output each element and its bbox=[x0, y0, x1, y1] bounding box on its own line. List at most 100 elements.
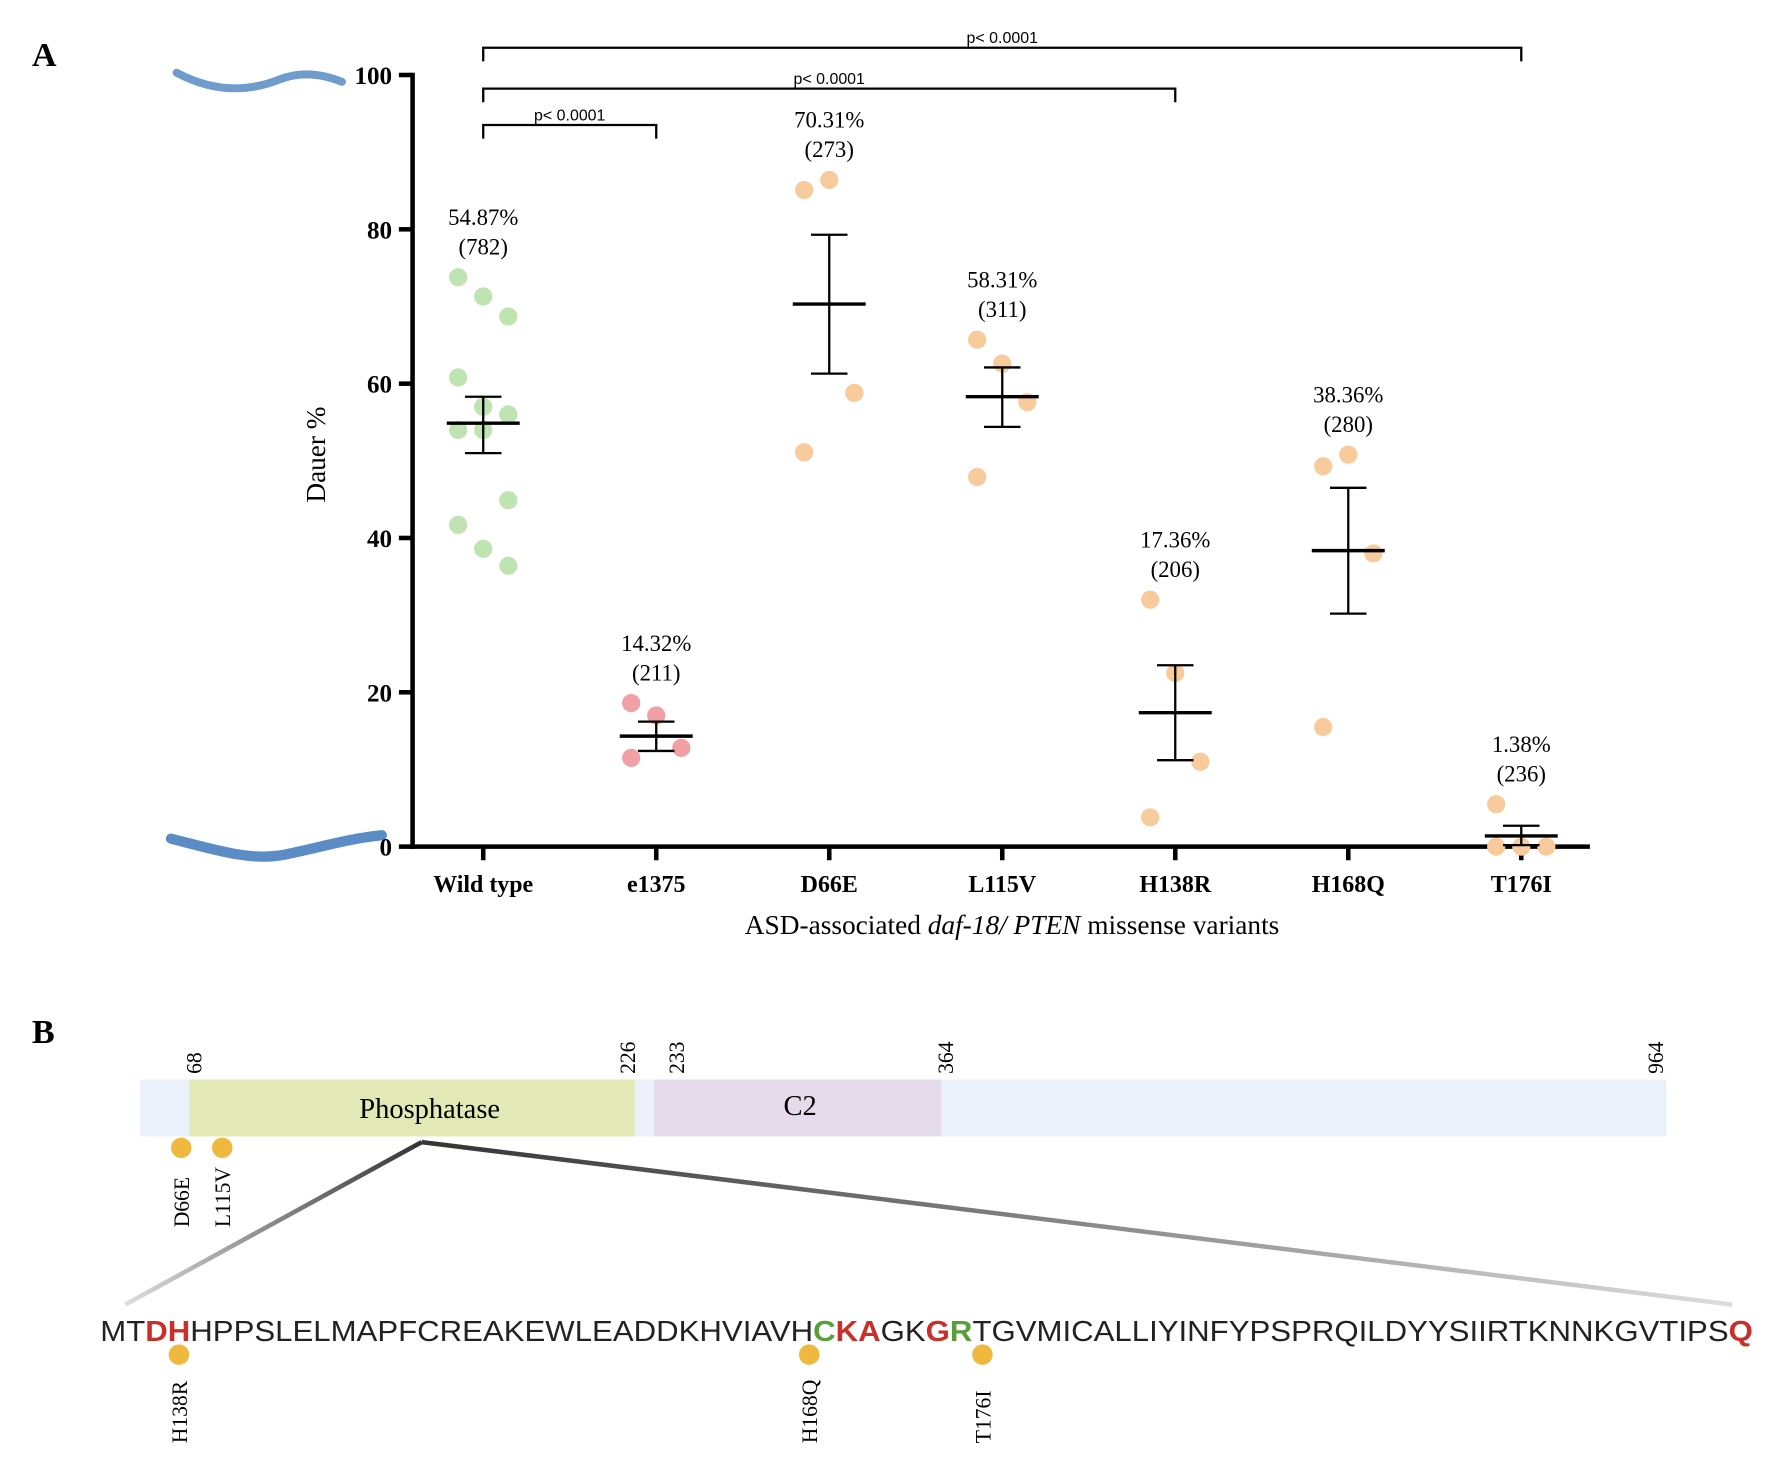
x-axis-label: ASD-associated daf-18/ PTEN missense var… bbox=[745, 910, 1280, 940]
data-point bbox=[820, 170, 839, 190]
data-point bbox=[474, 287, 493, 306]
variant-dot bbox=[798, 1344, 820, 1365]
x-tick-label: H168Q bbox=[1312, 872, 1385, 898]
residue-label: 964 bbox=[1644, 1041, 1668, 1074]
mean-label: 70.31% bbox=[794, 108, 864, 133]
p-value-label: p< 0.0001 bbox=[794, 71, 866, 88]
data-point bbox=[1487, 795, 1506, 814]
y-tick-label: 40 bbox=[367, 526, 392, 553]
x-label-part: daf-18/ PTEN bbox=[928, 910, 1082, 940]
data-point bbox=[845, 383, 864, 402]
domain-label: C2 bbox=[783, 1091, 816, 1122]
data-point bbox=[1339, 445, 1358, 464]
data-point bbox=[968, 467, 987, 487]
residue-label: 233 bbox=[665, 1042, 689, 1074]
count-label: (280) bbox=[1324, 412, 1373, 437]
x-label-part: missense variants bbox=[1080, 910, 1279, 940]
x-tick-label: Wild type bbox=[433, 872, 533, 898]
y-tick-label: 0 bbox=[380, 835, 393, 862]
sequence-segment: HPPSLELMAPFCREAKEWLEADDKHVIAVH bbox=[190, 1316, 813, 1348]
variant-label: D66E bbox=[170, 1177, 194, 1227]
sequence-segment: Q bbox=[1729, 1316, 1753, 1348]
domain-c2 bbox=[654, 1079, 942, 1137]
significance-bracket bbox=[482, 87, 1177, 103]
y-tick-label: 60 bbox=[367, 372, 392, 399]
y-tick-label: 100 bbox=[354, 63, 392, 90]
residue-label: 226 bbox=[616, 1041, 640, 1074]
residue-label: 68 bbox=[183, 1052, 207, 1074]
count-label: (206) bbox=[1151, 557, 1200, 582]
variant-label: H138R bbox=[168, 1380, 192, 1443]
mean-label: 54.87% bbox=[448, 205, 518, 230]
mean-label: 17.36% bbox=[1140, 527, 1210, 552]
variant-label: H168Q bbox=[798, 1379, 822, 1443]
worm-icon bbox=[165, 68, 387, 862]
count-label: (236) bbox=[1497, 761, 1546, 786]
variant-dot bbox=[168, 1344, 190, 1365]
x-tick-label: D66E bbox=[801, 872, 858, 898]
sequence-segment: KA bbox=[836, 1316, 881, 1348]
sequence-segment: TGVMICALLIYINFYPSPRQILDYYSIIRTKNNKGVTIPS bbox=[972, 1316, 1728, 1348]
data-point bbox=[1314, 457, 1333, 476]
significance-bracket bbox=[482, 123, 658, 139]
sequence: MT DH HPPSLELMAPFCREAKEWLEADDKHVIAVH CKA GK G… bbox=[100, 1316, 1753, 1348]
count-label: (311) bbox=[978, 297, 1027, 322]
count-label: (211) bbox=[632, 660, 681, 685]
data-point bbox=[499, 491, 518, 510]
y-tick-label: 80 bbox=[367, 217, 392, 244]
data-point bbox=[449, 515, 468, 534]
data-point bbox=[1537, 837, 1556, 856]
data-point bbox=[622, 694, 641, 713]
sequence-segment: G bbox=[926, 1316, 950, 1348]
p-value-label: p< 0.0001 bbox=[534, 107, 606, 124]
x-tick-label: T176I bbox=[1491, 872, 1552, 898]
sequence-segment: C bbox=[813, 1316, 836, 1348]
sequence-segment: GK bbox=[881, 1316, 926, 1348]
mean-label: 14.32% bbox=[621, 631, 691, 656]
data-point bbox=[499, 405, 518, 424]
data-point bbox=[1141, 590, 1160, 609]
data-point bbox=[474, 539, 493, 558]
zoom-line bbox=[124, 1140, 423, 1307]
p-value-label: p< 0.0001 bbox=[967, 30, 1039, 47]
data-point bbox=[449, 268, 468, 287]
zoom-line bbox=[421, 1139, 1733, 1307]
count-label: (782) bbox=[459, 234, 508, 259]
data-point bbox=[1141, 808, 1160, 827]
y-axis-label: Dauer % bbox=[301, 407, 331, 503]
mean-label: 38.36% bbox=[1313, 382, 1383, 407]
data-point bbox=[1191, 752, 1210, 771]
data-point bbox=[968, 330, 987, 349]
variant-label: T176I bbox=[971, 1390, 995, 1443]
sequence-segment: R bbox=[950, 1316, 973, 1348]
x-tick-label: e1375 bbox=[627, 872, 685, 898]
residue-label: 364 bbox=[934, 1041, 958, 1074]
variant-label: L115V bbox=[211, 1167, 235, 1228]
data-point bbox=[672, 738, 691, 757]
data-point bbox=[795, 180, 814, 200]
x-tick-label: H138R bbox=[1139, 872, 1211, 898]
variant-dot bbox=[972, 1344, 993, 1365]
mean-label: 58.31% bbox=[967, 267, 1037, 292]
data-point bbox=[1487, 837, 1506, 856]
panel-label: A bbox=[32, 37, 57, 74]
count-label: (273) bbox=[805, 137, 854, 162]
variant-dot bbox=[170, 1137, 192, 1158]
data-point bbox=[1314, 717, 1333, 737]
data-point bbox=[1364, 544, 1383, 563]
domain-label: Phosphatase bbox=[359, 1094, 500, 1125]
panel-label: B bbox=[32, 1014, 55, 1051]
data-point bbox=[449, 420, 468, 440]
variant-dot bbox=[211, 1137, 233, 1158]
data-point bbox=[1512, 837, 1531, 856]
data-point bbox=[795, 443, 814, 462]
x-tick-label: L115V bbox=[968, 872, 1036, 898]
significance-bracket bbox=[482, 46, 1523, 62]
sequence-segment: DH bbox=[145, 1316, 190, 1348]
data-point bbox=[622, 748, 641, 767]
y-tick-label: 20 bbox=[367, 680, 392, 707]
data-point bbox=[499, 556, 518, 575]
x-label-part: ASD-associated bbox=[745, 910, 928, 940]
mean-label: 1.38% bbox=[1492, 732, 1551, 757]
